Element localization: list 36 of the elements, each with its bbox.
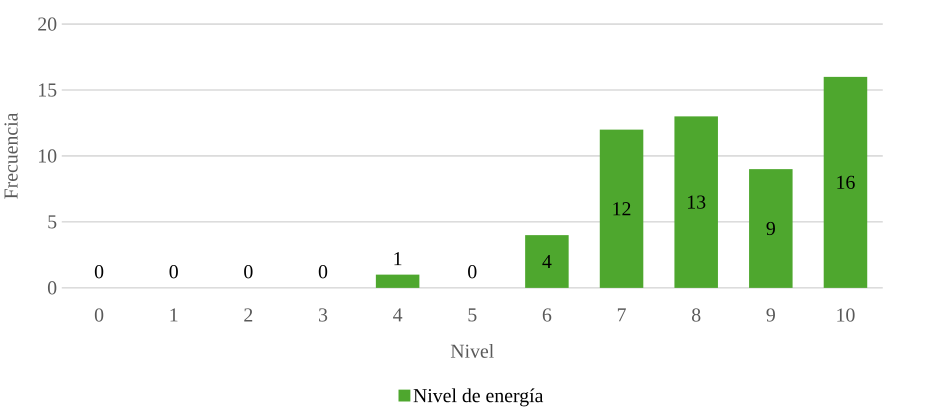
x-tick-label: 1 (170, 308, 178, 322)
bar (376, 274, 420, 288)
data-label: 4 (542, 254, 552, 268)
y-tick-label: 5 (48, 215, 56, 228)
data-label: 13 (688, 195, 706, 209)
bar (525, 234, 569, 288)
x-tick-label: 2 (244, 308, 252, 322)
data-label: 0 (170, 264, 178, 278)
data-label: 0 (468, 264, 476, 278)
x-tick-label: 10 (837, 308, 855, 322)
x-axis-title: Nivel (450, 344, 494, 358)
y-tick-label: 10 (39, 149, 56, 162)
x-tick-label: 4 (393, 308, 402, 322)
bar (674, 116, 718, 288)
data-label: 0 (244, 264, 253, 278)
x-tick-label: 8 (692, 308, 700, 322)
y-tick-label: 15 (39, 83, 56, 96)
bar (824, 76, 868, 288)
x-tick-label: 3 (318, 308, 328, 322)
data-label: 9 (766, 222, 775, 235)
bar (600, 129, 644, 288)
x-tick-label: 0 (94, 308, 104, 322)
data-label: 12 (613, 202, 630, 216)
data-label: 16 (837, 175, 855, 189)
data-label: 0 (318, 264, 328, 278)
data-label: 1 (394, 252, 402, 265)
x-tick-label: 9 (766, 308, 775, 322)
x-tick-label: 6 (542, 308, 552, 322)
x-tick-label: 7 (618, 308, 626, 322)
data-label: 0 (94, 264, 104, 278)
y-tick-label: 20 (38, 17, 56, 31)
legend-label: Nivel de energía (414, 388, 544, 406)
bar (749, 168, 793, 288)
y-axis-title: Frecuencia (4, 112, 18, 199)
x-tick-label: 5 (468, 308, 476, 322)
y-tick-label: 0 (48, 280, 56, 294)
